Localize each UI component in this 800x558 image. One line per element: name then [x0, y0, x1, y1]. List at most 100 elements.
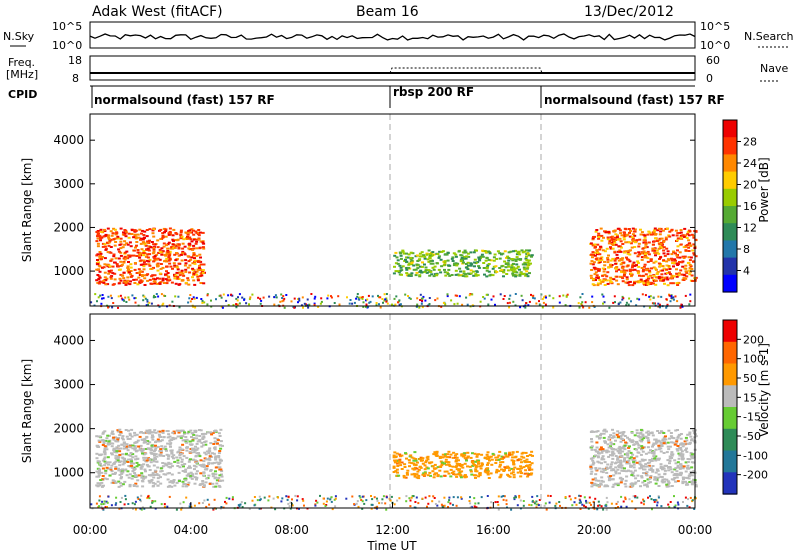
echo-cell: [142, 448, 146, 451]
echo-cell: [620, 431, 624, 434]
echo-cell: [152, 260, 156, 263]
scatter-cell: [648, 295, 651, 298]
echo-cell: [166, 249, 170, 252]
echo-cell: [439, 258, 443, 261]
echo-cell: [692, 440, 696, 442]
scatter-cell: [253, 496, 256, 498]
scatter-cell: [591, 295, 594, 298]
echo-cell: [633, 230, 637, 233]
echo-cell: [609, 445, 612, 448]
echo-cell: [622, 274, 626, 277]
echo-cell: [202, 484, 206, 487]
scatter-cell: [580, 303, 583, 305]
scatter-cell: [575, 503, 578, 506]
echo-cell: [170, 473, 174, 476]
echo-cell: [679, 474, 683, 477]
echo-cell: [612, 435, 616, 438]
scatter-cell: [218, 294, 221, 297]
nsky-panel: N.Sky 10^5 10^0 10^5 10^0 N.Search: [3, 20, 794, 52]
echo-cell: [525, 270, 529, 273]
echo-cell: [684, 264, 688, 267]
scatter-cell: [399, 303, 402, 306]
echo-cell: [488, 252, 492, 255]
echo-cell: [186, 233, 190, 236]
echo-cell: [152, 247, 156, 249]
scatter-cell: [649, 298, 652, 301]
echo-cell: [139, 270, 143, 273]
echo-cell: [183, 431, 186, 434]
echo-cell: [165, 260, 168, 263]
echo-cell: [206, 458, 210, 461]
echo-cell: [444, 253, 448, 256]
echo-cell: [114, 436, 117, 439]
echo-cell: [151, 229, 155, 232]
echo-cell: [140, 450, 144, 453]
echo-cell: [650, 281, 654, 284]
echo-cell: [592, 253, 595, 256]
echo-cell: [105, 461, 109, 464]
echo-cell: [132, 229, 136, 232]
scatter-cell: [238, 302, 241, 305]
echo-cell: [213, 437, 217, 440]
echo-cell: [181, 252, 185, 255]
echo-cell: [520, 472, 523, 475]
echo-cell: [121, 471, 125, 474]
echo-cell: [469, 470, 473, 473]
echo-cell: [607, 455, 611, 458]
scatter-cell: [240, 501, 243, 504]
echo-cell: [647, 481, 651, 484]
echo-cell: [122, 261, 126, 264]
scatter-cell: [524, 304, 527, 307]
scatter-cell: [670, 297, 673, 299]
echo-cell: [98, 270, 102, 273]
scatter-cell: [274, 294, 277, 297]
scatter-cell: [185, 496, 188, 499]
echo-cell: [209, 442, 213, 445]
echo-cell: [661, 481, 665, 484]
scatter-cell: [447, 501, 450, 504]
echo-cell: [623, 435, 627, 437]
echo-cell: [95, 231, 99, 233]
echo-cell: [101, 478, 105, 481]
colorbar-tick-label: 12: [743, 222, 757, 235]
echo-cell: [652, 231, 656, 234]
scatter-cell: [532, 296, 535, 299]
echo-cell: [515, 267, 519, 270]
echo-cell: [188, 271, 192, 274]
scatter-cell: [632, 495, 635, 498]
scatter-cell: [313, 297, 316, 300]
echo-cell: [407, 459, 411, 462]
scatter-cell: [654, 498, 657, 501]
echo-cell: [607, 438, 611, 441]
echo-cell: [168, 257, 172, 260]
echo-cell: [406, 473, 409, 476]
echo-cell: [660, 476, 664, 478]
echo-cell: [460, 254, 464, 257]
echo-cell: [522, 466, 526, 469]
scatter-cell: [225, 502, 228, 505]
echo-cell: [420, 255, 424, 258]
echo-cell: [428, 274, 432, 277]
echo-cell: [599, 446, 603, 449]
echo-cell: [205, 467, 209, 470]
echo-cell: [179, 436, 183, 439]
echo-cell: [462, 261, 465, 264]
echo-cell: [670, 257, 673, 260]
echo-cell: [180, 460, 184, 463]
echo-cell: [394, 262, 398, 265]
echo-cell: [99, 252, 103, 255]
echo-cell: [689, 270, 692, 273]
echo-cell: [597, 479, 601, 482]
echo-cell: [636, 260, 640, 263]
echo-cell: [218, 466, 222, 469]
echo-cell: [148, 441, 152, 444]
echo-cell: [418, 274, 422, 277]
scatter-cell: [490, 501, 493, 504]
echo-cell: [632, 474, 636, 477]
echo-cell: [110, 234, 114, 237]
echo-cell: [518, 274, 522, 277]
echo-cell: [179, 233, 183, 236]
echo-cell: [596, 460, 600, 463]
echo-cell: [178, 274, 182, 277]
echo-cell: [117, 444, 121, 447]
